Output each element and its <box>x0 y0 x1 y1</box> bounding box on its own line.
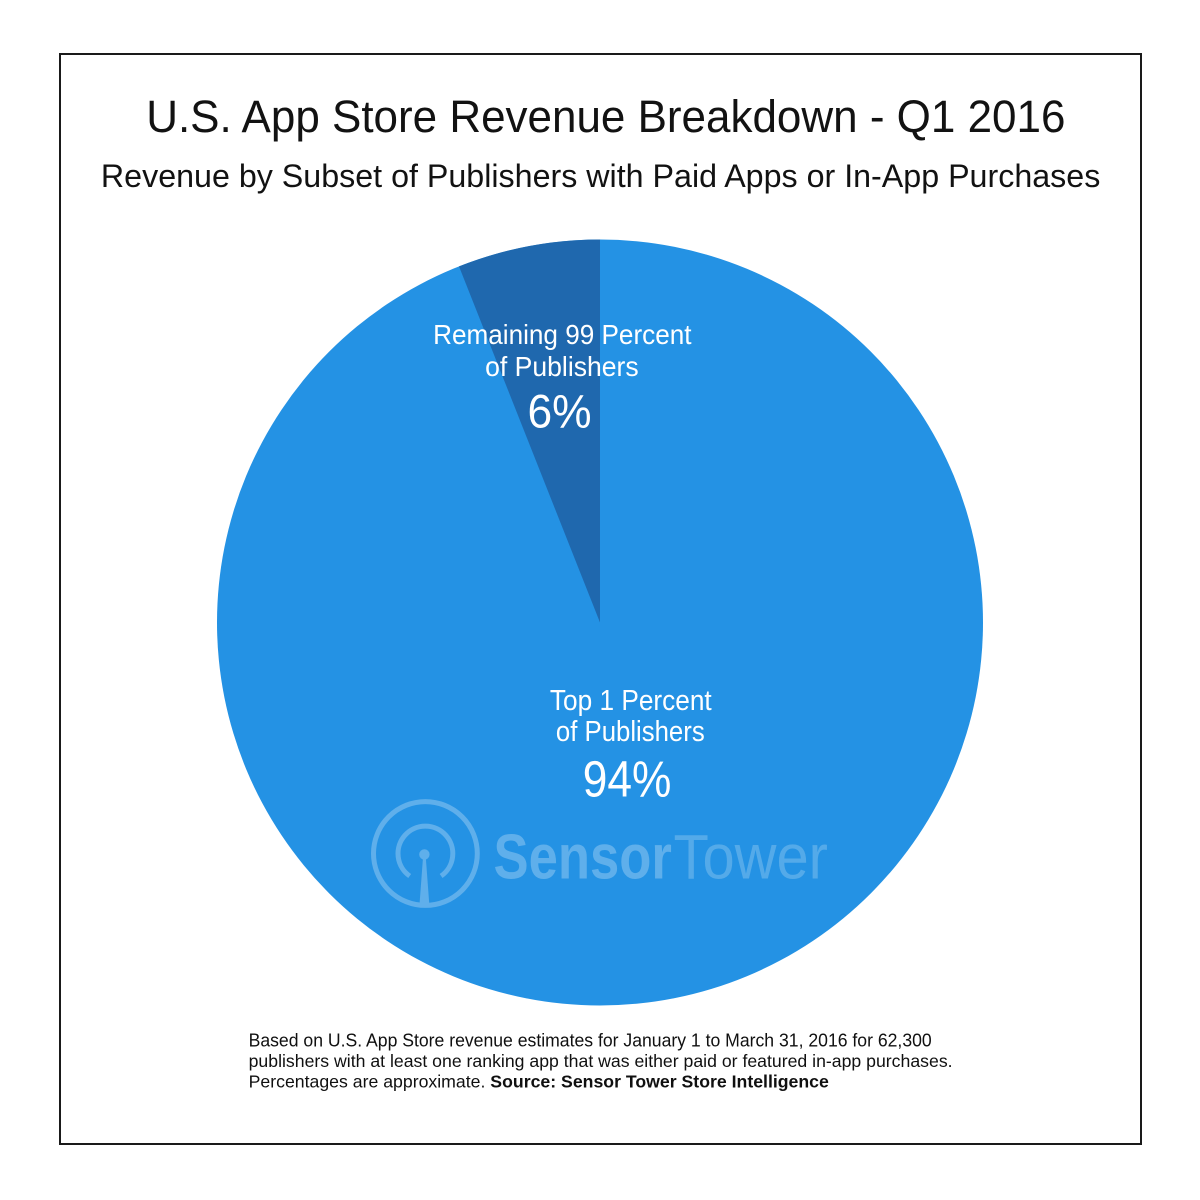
svg-text:Percentages are approximate. S: Percentages are approximate. Source: Sen… <box>249 1072 829 1092</box>
svg-text:6%: 6% <box>527 384 591 438</box>
svg-text:of Publishers: of Publishers <box>485 351 638 383</box>
svg-text:U.S. App Store Revenue Breakdo: U.S. App Store Revenue Breakdown - Q1 20… <box>146 93 1065 143</box>
svg-text:Based on U.S. App Store revenu: Based on U.S. App Store revenue estimate… <box>249 1031 932 1051</box>
svg-text:94%: 94% <box>583 752 672 809</box>
svg-text:Remaining 99 Percent: Remaining 99 Percent <box>433 319 692 350</box>
svg-text:publishers with at least one r: publishers with at least one ranking app… <box>249 1051 953 1071</box>
svg-text:Revenue by Subset of Publisher: Revenue by Subset of Publishers with Pai… <box>101 158 1100 194</box>
svg-text:Tower: Tower <box>674 821 828 892</box>
svg-text:of Publishers: of Publishers <box>556 715 705 748</box>
svg-text:Sensor: Sensor <box>494 823 672 892</box>
svg-text:Top 1 Percent: Top 1 Percent <box>550 684 712 717</box>
